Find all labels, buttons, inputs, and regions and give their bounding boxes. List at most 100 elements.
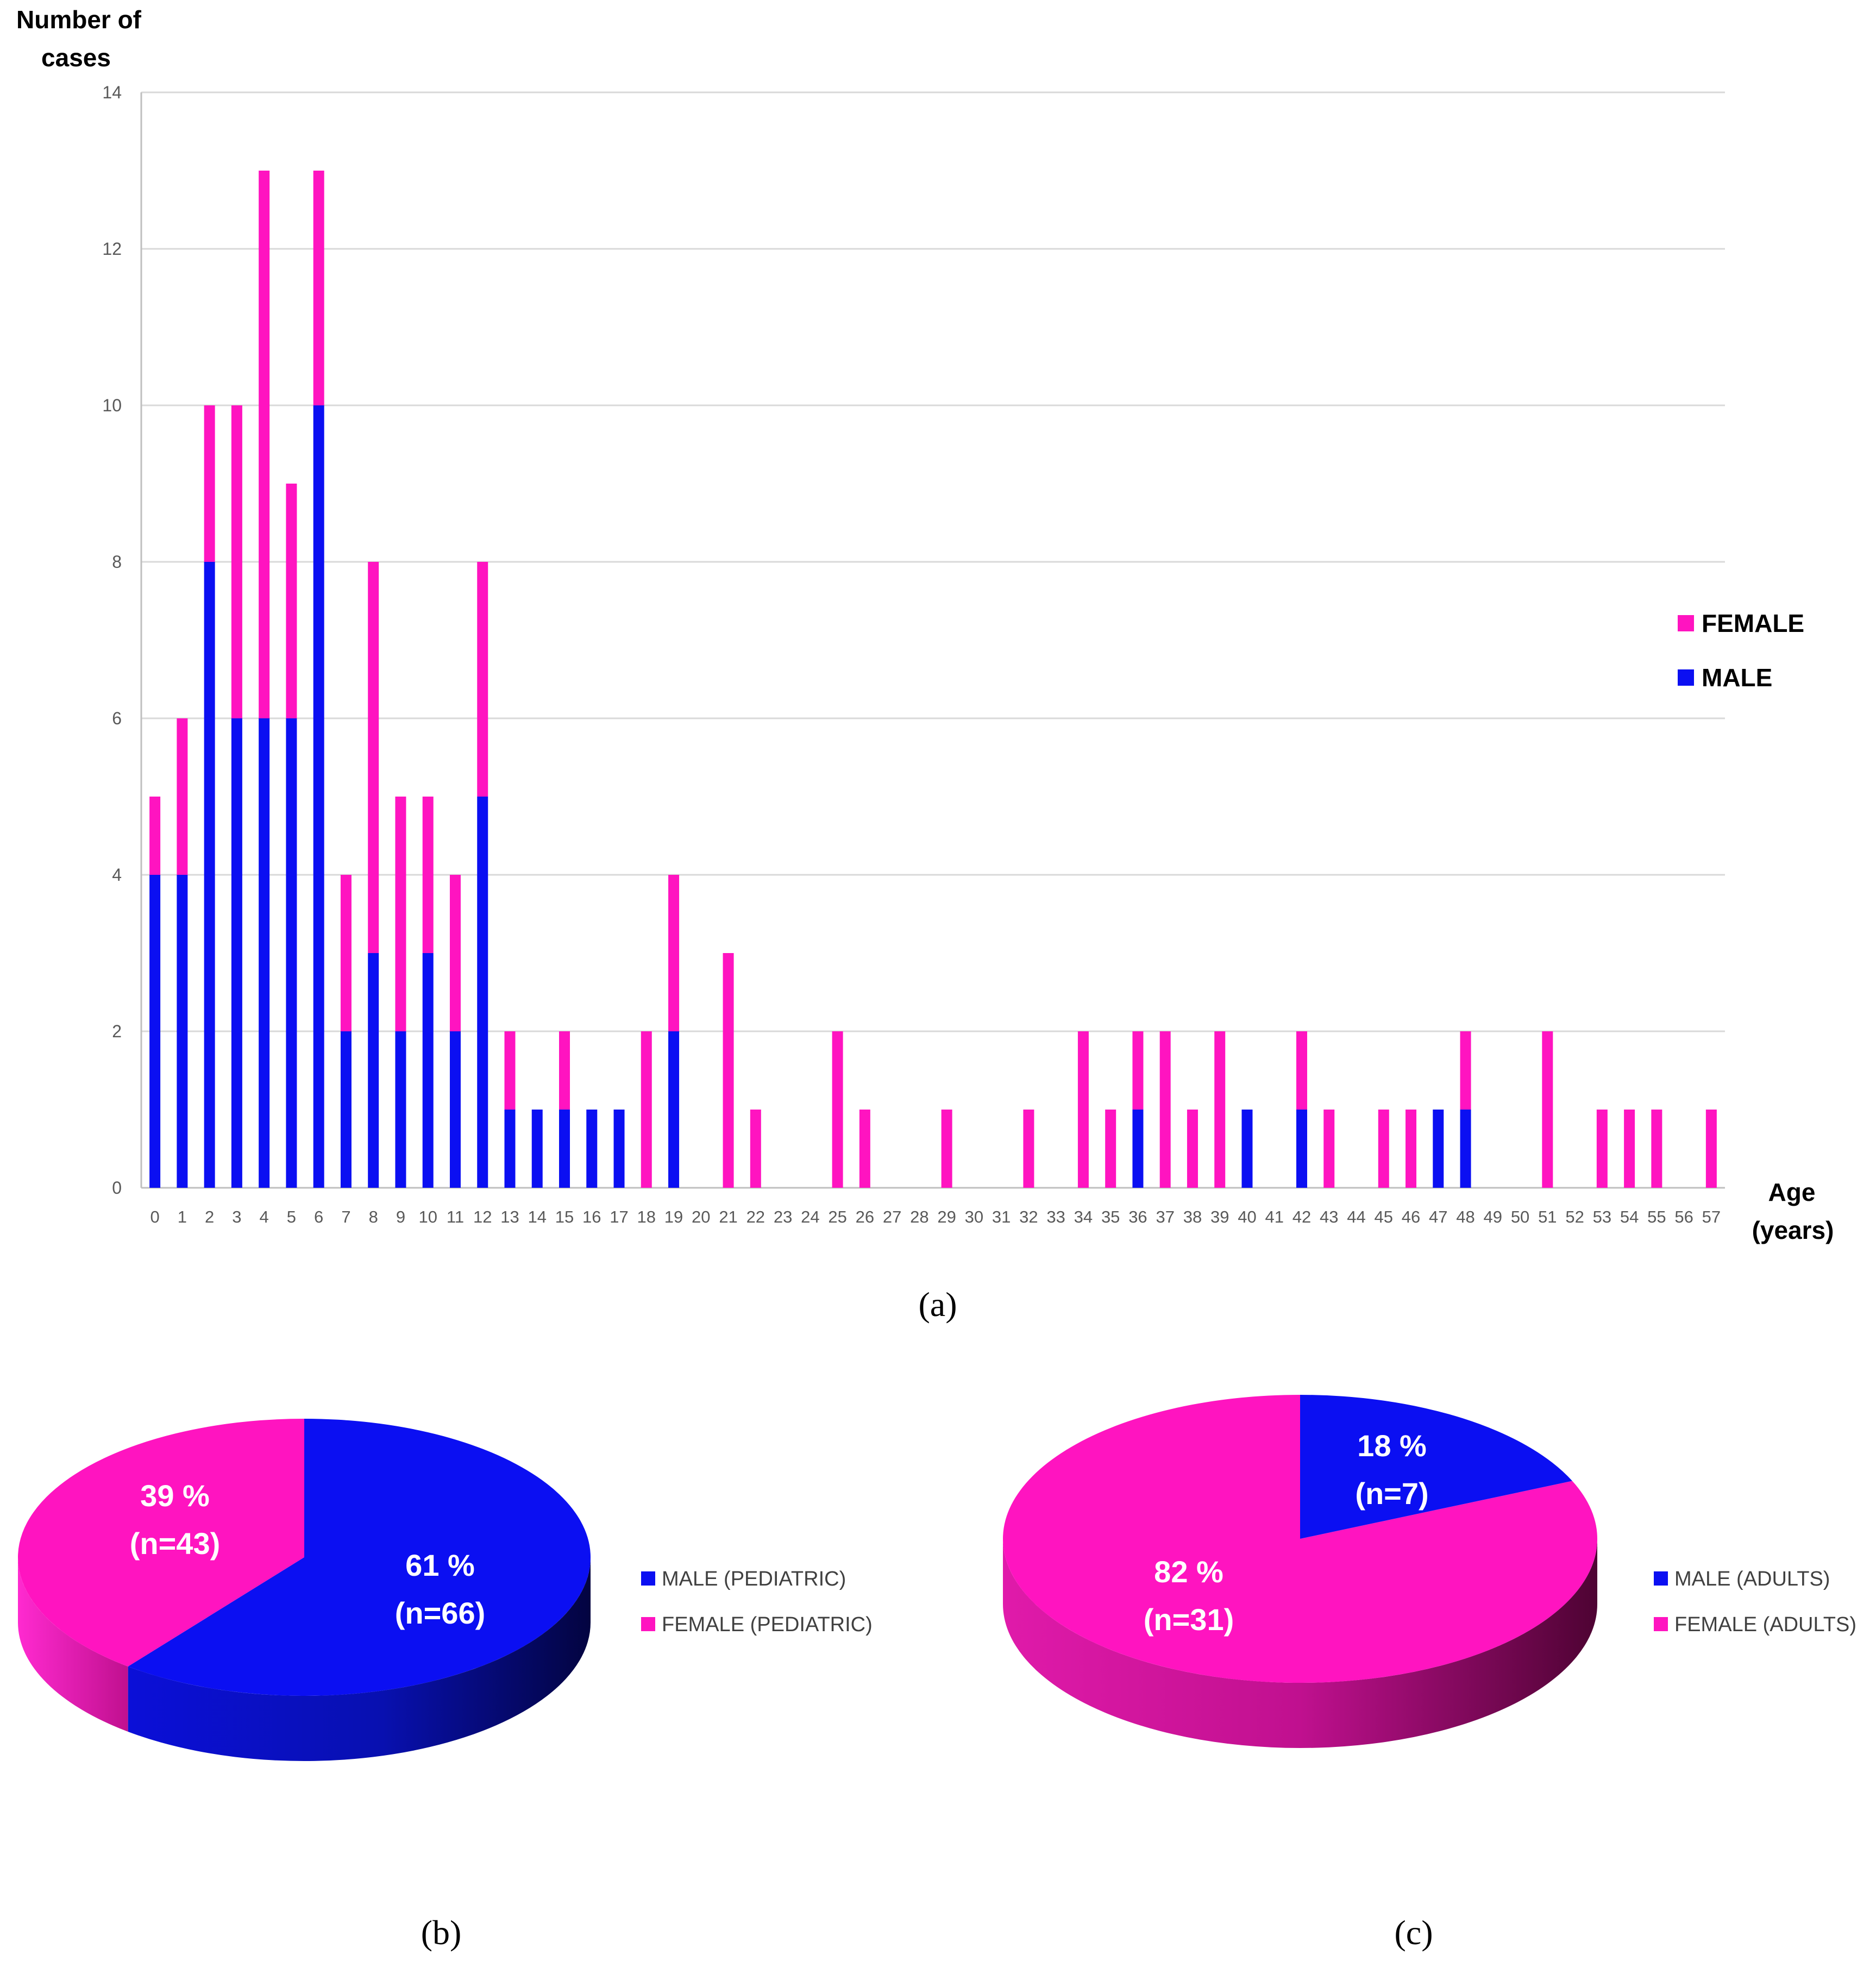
b-legend-male-label: MALE (PEDIATRIC) [662,1568,846,1590]
a-x-tick-label: 55 [1647,1207,1666,1226]
a-x-tick-label: 1 [178,1207,187,1226]
a-bar-female-age-36 [1132,1031,1144,1110]
a-bar-male-age-17 [613,1110,625,1188]
b-legend-female-swatch [641,1617,655,1631]
c-female-count-label: (n=31) [1144,1602,1234,1637]
a-bar-male-age-6 [313,405,324,1188]
a-x-tick-label: 33 [1046,1207,1065,1226]
a-bar-male-age-10 [422,953,434,1188]
a-y-tick-label: 0 [112,1178,122,1198]
a-y-tick-label: 10 [102,396,122,415]
a-legend-female-swatch [1678,615,1694,631]
a-bar-male-age-15 [559,1110,570,1188]
c-female-slice-side [1003,1539,1597,1748]
a-bar-female-age-35 [1105,1110,1116,1188]
b-male-percent-label: 61 % [405,1548,475,1582]
a-x-tick-labels: 0 1 2 3 4 5 6 7 8 9 10 11 12 13 14 15 16 17 18 19 20 21 22 23 24… [150,1207,1721,1226]
a-x-tick-label: 57 [1702,1207,1721,1226]
a-bar-male-age-2 [204,562,215,1188]
a-x-tick-label: 17 [610,1207,628,1226]
a-x-tick-label: 48 [1456,1207,1475,1226]
b-male-slice [128,1419,591,1696]
a-bar-female-age-2 [204,405,215,562]
a-bars [149,171,1717,1188]
a-bar-male-age-19 [668,1031,680,1188]
a-bar-male-age-8 [368,953,379,1188]
a-y-tick-label: 12 [102,239,122,259]
a-x-tick-label: 44 [1347,1207,1365,1226]
a-y-tick-label: 2 [112,1022,122,1041]
a-bar-female-age-25 [832,1031,843,1188]
a-bar-female-age-54 [1624,1110,1635,1188]
c-legend-female-label: FEMALE (ADULTS) [1674,1613,1856,1636]
a-bar-female-age-38 [1187,1110,1198,1188]
c-legend-male-swatch [1654,1571,1668,1586]
a-x-tick-label: 21 [719,1207,737,1226]
a-bar-female-age-26 [859,1110,870,1188]
a-x-tick-label: 29 [937,1207,956,1226]
b-female-count-label: (n=43) [130,1526,221,1561]
a-bar-male-age-0 [149,875,161,1188]
b-legend-male-swatch [641,1571,655,1586]
a-bar-male-age-48 [1460,1110,1471,1188]
a-x-tick-label: 51 [1538,1207,1557,1226]
a-bar-female-age-37 [1159,1031,1171,1188]
a-legend-male-swatch [1678,669,1694,686]
a-x-tick-label: 12 [473,1207,492,1226]
a-y-tick-label: 4 [112,865,122,885]
a-x-tick-label: 22 [746,1207,765,1226]
a-bar-female-age-18 [641,1031,652,1188]
c-male-count-label: (n=7) [1355,1476,1428,1511]
a-x-tick-label: 32 [1019,1207,1038,1226]
a-x-tick-label: 19 [664,1207,683,1226]
b-female-slice-side [18,1557,128,1732]
c-legend-female-swatch [1654,1617,1668,1631]
a-x-tick-label: 54 [1620,1207,1639,1226]
a-x-tick-label: 50 [1511,1207,1529,1226]
a-bar-female-age-21 [723,953,734,1188]
a-x-tick-label: 6 [314,1207,323,1226]
a-bar-female-age-46 [1406,1110,1417,1188]
caption-c: (c) [1394,1913,1433,1952]
a-x-tick-label: 41 [1265,1207,1283,1226]
chart-c: 18 % (n=7) 82 % (n=31) MALE (ADULTS) FEM… [1003,1395,1856,1952]
a-bar-female-age-53 [1596,1110,1608,1188]
a-bar-male-age-3 [231,718,242,1188]
a-x-tick-label: 24 [801,1207,819,1226]
a-x-tick-label: 18 [637,1207,656,1226]
a-bar-female-age-9 [395,797,406,1031]
a-bar-female-age-51 [1542,1031,1553,1188]
a-bar-female-age-45 [1378,1110,1389,1188]
a-bar-female-age-8 [368,562,379,953]
a-x-tick-label: 11 [447,1207,464,1226]
a-bar-female-age-0 [149,797,161,875]
chart-b: 39 % (n=43) 61 % (n=66) MALE (PEDIATRIC)… [17,1419,873,1952]
a-bar-male-age-7 [340,1031,352,1188]
c-legend: MALE (ADULTS) FEMALE (ADULTS) [1654,1568,1856,1636]
a-bar-female-age-22 [750,1110,761,1188]
a-x-tick-label: 28 [910,1207,928,1226]
a-x-tick-label: 35 [1101,1207,1120,1226]
a-x-tick-label: 9 [396,1207,405,1226]
caption-a: (a) [918,1285,957,1324]
a-bar-female-age-19 [668,875,680,1031]
a-bar-male-age-5 [286,718,297,1188]
a-bar-male-age-11 [449,1031,461,1188]
a-bar-female-age-3 [231,405,242,718]
a-x-tick-label: 8 [369,1207,378,1226]
a-bar-male-age-40 [1241,1110,1253,1188]
a-x-tick-label: 14 [528,1207,547,1226]
a-bar-female-age-55 [1651,1110,1662,1188]
a-x-tick-label: 36 [1128,1207,1147,1226]
a-x-tick-label: 40 [1238,1207,1256,1226]
a-x-tick-label: 27 [883,1207,901,1226]
a-bar-female-age-39 [1214,1031,1226,1188]
a-x-tick-label: 42 [1293,1207,1311,1226]
a-x-tick-label: 5 [287,1207,296,1226]
a-bar-male-age-12 [477,797,488,1188]
a-x-tick-label: 38 [1183,1207,1202,1226]
a-legend: FEMALE MALE [1678,609,1804,692]
a-bar-female-age-4 [259,171,270,718]
